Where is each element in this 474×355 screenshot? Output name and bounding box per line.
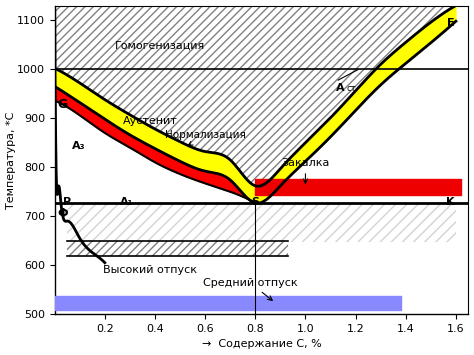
Text: K: K [446,197,455,207]
Text: Высокий отпуск: Высокий отпуск [103,265,197,275]
Text: ст: ст [347,84,356,93]
Text: Гомогенизация: Гомогенизация [115,41,205,51]
Text: A: A [336,83,344,93]
Text: Нормализация: Нормализация [165,130,246,146]
Text: Закалка: Закалка [281,158,329,183]
Text: A₃: A₃ [72,141,86,151]
Y-axis label: Температура, *C: Температура, *C [6,111,16,208]
Text: S: S [252,197,260,207]
Text: Средний отпуск: Средний отпуск [203,278,298,300]
Text: A₁: A₁ [120,197,133,207]
X-axis label: →  Содержание C, %: → Содержание C, % [201,339,321,349]
Polygon shape [256,6,456,203]
Text: Φ: Φ [57,207,68,220]
Polygon shape [55,86,255,203]
Text: G: G [57,98,67,111]
Text: E: E [447,18,455,28]
Polygon shape [55,6,456,186]
Polygon shape [55,6,456,203]
Text: Аустенит: Аустенит [123,116,177,126]
Text: P: P [63,197,71,207]
